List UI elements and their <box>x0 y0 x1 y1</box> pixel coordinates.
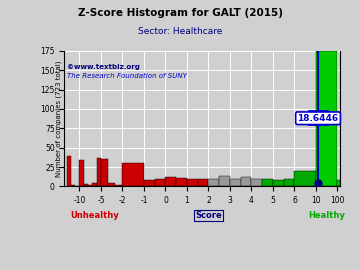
Bar <box>93 183 97 186</box>
Bar <box>71 185 75 186</box>
Text: Unhealthy: Unhealthy <box>70 211 119 220</box>
Bar <box>284 179 294 186</box>
Bar <box>252 179 262 186</box>
Text: Z-Score Histogram for GALT (2015): Z-Score Histogram for GALT (2015) <box>77 8 283 18</box>
Text: Sector: Healthcare: Sector: Healthcare <box>138 27 222 36</box>
Text: ©www.textbiz.org: ©www.textbiz.org <box>67 64 139 70</box>
Bar <box>75 185 80 186</box>
Bar <box>337 180 340 186</box>
Bar <box>97 158 101 186</box>
Bar <box>187 179 198 186</box>
Bar <box>273 180 284 186</box>
Text: Healthy: Healthy <box>308 211 345 220</box>
Bar <box>108 183 115 186</box>
Bar <box>155 180 166 186</box>
Y-axis label: Number of companies (723 total): Number of companies (723 total) <box>55 60 62 177</box>
Bar <box>144 180 155 186</box>
Text: The Research Foundation of SUNY: The Research Foundation of SUNY <box>67 73 186 79</box>
Bar <box>115 185 122 186</box>
Bar <box>230 179 241 186</box>
Bar <box>208 179 219 186</box>
Bar <box>84 184 88 186</box>
Bar <box>101 158 108 186</box>
Text: Score: Score <box>195 211 222 220</box>
Bar <box>198 180 208 186</box>
Bar <box>122 163 144 186</box>
Bar <box>262 180 273 186</box>
Bar <box>241 177 252 186</box>
Bar <box>176 178 187 186</box>
Bar <box>88 185 93 186</box>
Bar <box>316 51 337 186</box>
Bar <box>80 160 84 186</box>
Bar <box>166 177 176 186</box>
Bar <box>294 171 316 186</box>
Bar <box>67 156 71 186</box>
Bar <box>219 176 230 186</box>
Text: 18.6446: 18.6446 <box>297 114 339 123</box>
